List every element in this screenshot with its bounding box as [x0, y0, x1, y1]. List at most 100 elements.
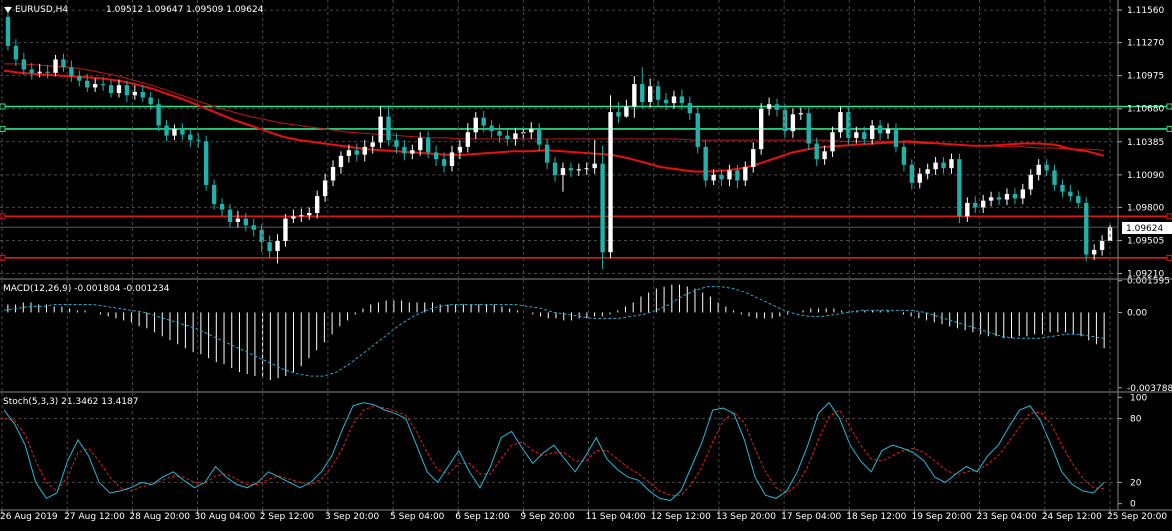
candle[interactable]	[893, 123, 899, 153]
candle[interactable]	[869, 119, 875, 145]
level-handle[interactable]	[1166, 103, 1172, 110]
candle[interactable]	[481, 110, 486, 133]
candle[interactable]	[291, 209, 296, 224]
candle[interactable]	[394, 133, 399, 154]
candle[interactable]	[100, 77, 106, 91]
candle[interactable]	[584, 162, 589, 175]
candle[interactable]	[1020, 183, 1026, 205]
candle[interactable]	[330, 160, 336, 187]
candle[interactable]	[560, 162, 566, 192]
candle[interactable]	[465, 123, 471, 153]
candle[interactable]	[473, 112, 478, 139]
candle[interactable]	[901, 141, 907, 172]
candle[interactable]	[92, 78, 98, 92]
candle[interactable]	[1099, 235, 1105, 256]
candle[interactable]	[608, 95, 613, 258]
candle[interactable]	[679, 89, 685, 110]
candle[interactable]	[13, 39, 19, 67]
candle[interactable]	[116, 79, 122, 98]
candle[interactable]	[1076, 190, 1081, 209]
candle[interactable]	[647, 78, 653, 108]
candle[interactable]	[774, 98, 780, 117]
candle[interactable]	[846, 106, 851, 145]
candle[interactable]	[711, 169, 716, 185]
candle[interactable]	[980, 195, 986, 213]
candle[interactable]	[85, 73, 90, 92]
candle[interactable]	[164, 119, 169, 142]
candle[interactable]	[457, 140, 463, 160]
candle[interactable]	[148, 91, 153, 110]
candle[interactable]	[996, 191, 1002, 206]
candle[interactable]	[854, 126, 859, 144]
candle[interactable]	[529, 122, 534, 139]
candle[interactable]	[37, 63, 42, 78]
candle[interactable]	[314, 190, 320, 219]
candle[interactable]	[418, 132, 423, 156]
candle[interactable]	[497, 124, 502, 143]
candle[interactable]	[806, 107, 811, 151]
candle[interactable]	[259, 224, 264, 253]
candle[interactable]	[251, 218, 256, 237]
candle[interactable]	[299, 208, 304, 222]
candle[interactable]	[536, 123, 542, 152]
candle[interactable]	[687, 96, 693, 120]
candle[interactable]	[1052, 164, 1057, 191]
candle[interactable]	[124, 80, 130, 103]
candle[interactable]	[53, 54, 58, 77]
candle[interactable]	[378, 106, 383, 148]
candle[interactable]	[1028, 169, 1033, 196]
candle[interactable]	[77, 70, 82, 87]
candle[interactable]	[885, 123, 891, 139]
candle[interactable]	[21, 52, 27, 76]
candle[interactable]	[267, 235, 272, 258]
candle[interactable]	[322, 173, 328, 202]
candle[interactable]	[132, 85, 138, 100]
price-pane[interactable]: 1.11560 1.11270 1.10975 1.10680 1.10385 1.100…	[0, 5, 1172, 280]
candle[interactable]	[513, 127, 518, 146]
candle[interactable]	[1044, 159, 1049, 176]
candle[interactable]	[632, 76, 637, 118]
candle[interactable]	[1084, 197, 1089, 262]
candle[interactable]	[798, 107, 804, 120]
candle[interactable]	[410, 144, 415, 160]
macd-pane[interactable]: 0.001595 0.00 -0.003788 MACD(12,26,9) -0.0…	[3, 277, 1172, 394]
candle[interactable]	[140, 85, 145, 103]
candle[interactable]	[1068, 184, 1073, 202]
candle[interactable]	[505, 128, 510, 146]
candle[interactable]	[386, 106, 391, 146]
candle[interactable]	[925, 163, 930, 180]
candle[interactable]	[973, 196, 978, 213]
candle[interactable]	[354, 143, 360, 162]
candle[interactable]	[909, 159, 915, 190]
candle[interactable]	[758, 103, 764, 155]
candle[interactable]	[283, 214, 288, 247]
candle[interactable]	[941, 156, 946, 174]
candle[interactable]	[830, 126, 835, 157]
candle[interactable]	[576, 163, 582, 176]
candle[interactable]	[1012, 188, 1018, 205]
candle[interactable]	[600, 145, 605, 270]
candle[interactable]	[655, 80, 661, 107]
candle[interactable]	[877, 119, 883, 141]
candle[interactable]	[489, 119, 494, 138]
stochastic-pane[interactable]: 100 80 20 0 Stoch(5,3,3) 21.3462 13.4187	[0, 393, 1147, 510]
candle[interactable]	[1036, 159, 1041, 181]
candle[interactable]	[640, 67, 645, 109]
candle[interactable]	[988, 191, 994, 207]
candle[interactable]	[624, 99, 629, 118]
candle[interactable]	[838, 106, 843, 138]
candle[interactable]	[965, 197, 970, 222]
candle[interactable]	[933, 156, 938, 175]
candle[interactable]	[362, 140, 367, 162]
candle[interactable]	[1091, 244, 1097, 261]
candle[interactable]	[957, 153, 962, 224]
candle[interactable]	[1004, 188, 1010, 206]
candle[interactable]	[727, 164, 732, 187]
candle[interactable]	[544, 139, 550, 170]
candle[interactable]	[822, 145, 827, 165]
candle[interactable]	[917, 168, 922, 189]
candle[interactable]	[790, 108, 796, 138]
candle[interactable]	[695, 107, 700, 154]
candle[interactable]	[616, 102, 621, 124]
